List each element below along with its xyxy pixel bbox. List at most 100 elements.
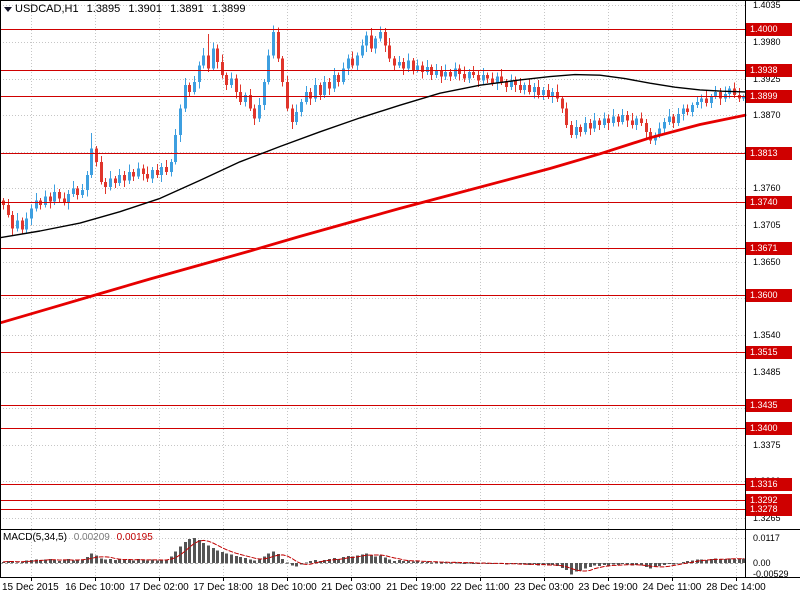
candle-bearish	[514, 76, 517, 92]
candle-bearish	[328, 77, 331, 96]
candle-bearish	[63, 192, 66, 206]
candle-bearish	[49, 192, 52, 209]
candle-bearish	[337, 72, 340, 87]
candle-bullish	[742, 94, 745, 102]
candle-bullish	[365, 31, 368, 52]
candle-bearish	[286, 75, 289, 112]
panel-borders	[0, 0, 800, 581]
macd-axis-label: -0.00529	[753, 569, 789, 579]
time-label: 23 Dec 03:00	[514, 582, 574, 593]
price-tick-label: 1.3760	[753, 183, 781, 193]
candle-bullish	[682, 104, 685, 121]
candle-bullish	[710, 93, 713, 108]
candle-bearish	[11, 211, 14, 236]
ma-trend-red-line	[0, 113, 747, 325]
time-label: 16 Dec 10:00	[65, 582, 125, 593]
price-level-label: 1.3671	[746, 242, 792, 255]
price-tick-label: 1.3540	[753, 330, 781, 340]
price-tick-label: 1.4035	[753, 0, 781, 10]
macd-indicator-label: MACD(5,34,5) 0.00209 0.00195	[3, 532, 157, 543]
candle-bearish	[561, 95, 564, 114]
price-tick-label: 1.3870	[753, 110, 781, 120]
macd-name: MACD(5,34,5)	[3, 532, 67, 543]
candle-bullish	[533, 83, 536, 99]
dropdown-triangle-icon[interactable]	[4, 7, 12, 12]
open-value: 1.3895	[86, 3, 121, 15]
candle-bearish	[705, 91, 708, 107]
candle-bullish	[128, 164, 131, 184]
candle-bearish	[733, 82, 736, 98]
candle-bullish	[198, 61, 201, 89]
grid-lines	[0, 0, 745, 576]
candle-bullish	[379, 26, 382, 42]
candle-bearish	[626, 111, 629, 128]
candle-bearish	[649, 127, 652, 144]
candle-bullish	[44, 190, 47, 208]
time-label: 28 Dec 14:00	[706, 582, 766, 593]
candle-bearish	[458, 64, 461, 81]
candle-bullish	[151, 167, 154, 184]
candle-bearish	[2, 197, 5, 210]
candle-bullish	[230, 72, 233, 88]
candle-bearish	[617, 113, 620, 127]
candle-bearish	[607, 114, 610, 130]
close-value: 1.3899	[211, 3, 246, 15]
candle-bearish	[123, 171, 126, 188]
candle-bullish	[258, 97, 261, 122]
time-label: 21 Dec 03:00	[321, 582, 381, 593]
candle-bullish	[16, 213, 19, 232]
candle-bearish	[486, 72, 489, 84]
candle-bullish	[160, 163, 163, 182]
candle-bearish	[235, 74, 238, 99]
candle-bearish	[114, 175, 117, 188]
price-level-label: 1.3740	[746, 196, 792, 209]
candle-bearish	[21, 217, 24, 235]
candle-bearish	[225, 72, 228, 90]
price-level-label: 1.3938	[746, 64, 792, 77]
candle-bullish	[53, 184, 56, 206]
price-level-label: 1.3899	[746, 90, 792, 103]
candle-bullish	[184, 77, 187, 112]
price-level-label: 1.3278	[746, 503, 792, 516]
candle-bullish	[584, 117, 587, 135]
support-resistance-lines	[0, 29, 745, 510]
candle-bullish	[677, 107, 680, 126]
macd-axis-label: 0.00	[753, 558, 771, 568]
candle-bearish	[156, 163, 159, 178]
macd-main-value: 0.00209	[73, 532, 110, 543]
candle-bullish	[90, 133, 93, 178]
candle-bearish	[440, 65, 443, 84]
candle-bullish	[67, 189, 70, 210]
candle-bullish	[496, 72, 499, 90]
candle-bullish	[635, 115, 638, 130]
time-axis[interactable]: 15 Dec 2015 16 Dec 10:00 17 Dec 02:00 17 De…	[0, 581, 800, 600]
candle-bearish	[239, 84, 242, 106]
time-label: 24 Dec 11:00	[642, 582, 702, 593]
candle-bearish	[388, 37, 391, 62]
price-level-label: 1.3515	[746, 346, 792, 359]
price-axis[interactable]: 1.40351.39801.39251.38701.38151.37601.37…	[746, 0, 800, 579]
time-label: 22 Dec 11:00	[450, 582, 510, 593]
candle-bullish	[179, 104, 182, 142]
candle-bearish	[449, 69, 452, 82]
time-label: 17 Dec 18:00	[193, 582, 253, 593]
candle-bearish	[640, 112, 643, 126]
candle-bullish	[426, 59, 429, 76]
price-level-label: 1.3600	[746, 289, 792, 302]
macd-axis-label: 0.0117	[753, 533, 780, 543]
candle-bearish	[402, 57, 405, 76]
candle-bearish	[188, 82, 191, 97]
candle-bullish	[542, 87, 545, 100]
candle-bullish	[374, 35, 377, 54]
candle-bullish	[593, 113, 596, 132]
candle-bearish	[384, 27, 387, 52]
candle-bullish	[510, 74, 513, 90]
candle-bullish	[347, 54, 350, 76]
price-level-label: 1.4000	[746, 23, 792, 36]
candle-bullish	[603, 112, 606, 128]
price-level-label: 1.3400	[746, 422, 792, 435]
candle-bearish	[528, 79, 531, 95]
price-tick-label: 1.3375	[753, 440, 781, 450]
